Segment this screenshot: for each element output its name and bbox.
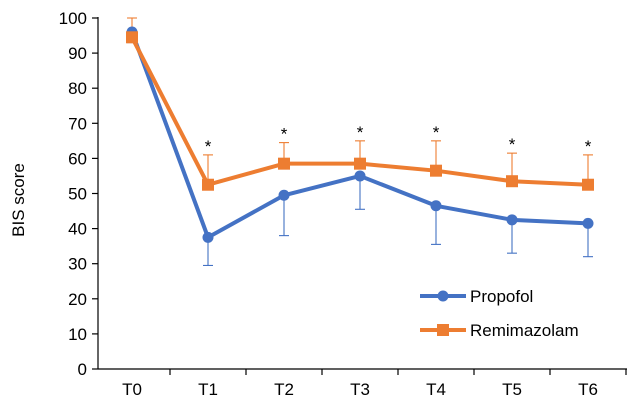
y-tick-label: 70 — [68, 114, 87, 133]
axes — [97, 17, 627, 370]
y-tick-label: 80 — [68, 79, 87, 98]
remimazolam-point — [430, 164, 442, 177]
legend: Propofol Remimazolam — [420, 287, 579, 340]
legend-remimazolam-marker — [437, 324, 449, 336]
remimazolam-point — [202, 178, 214, 191]
remimazolam-point — [506, 175, 518, 188]
y-tick-label: 10 — [68, 325, 87, 344]
significance-star: * — [585, 137, 592, 156]
y-tick-label: 20 — [68, 290, 87, 309]
error-bars — [127, 17, 593, 267]
remimazolam-point — [354, 157, 366, 170]
y-axis-ticks: 0 10 20 30 40 50 60 70 80 90 100 — [59, 9, 98, 379]
y-tick-label: 100 — [59, 9, 87, 28]
significance-star: * — [281, 125, 288, 144]
significance-star: * — [509, 135, 516, 154]
x-tick-label: T3 — [350, 380, 370, 399]
remimazolam-point — [126, 31, 138, 44]
remimazolam-point — [582, 178, 594, 191]
significance-markers: * * * * * * — [205, 123, 592, 156]
y-tick-label: 50 — [68, 185, 87, 204]
significance-star: * — [433, 123, 440, 142]
legend-propofol-marker — [437, 290, 449, 302]
significance-star: * — [205, 137, 212, 156]
series-markers — [126, 26, 594, 243]
x-tick-label: T2 — [274, 380, 294, 399]
x-axis-ticks: T0 T1 T2 T3 T4 T5 T6 — [122, 369, 627, 399]
x-tick-label: T0 — [122, 380, 142, 399]
propofol-point — [278, 189, 290, 201]
propofol-point — [354, 170, 366, 182]
propofol-point — [506, 214, 518, 226]
legend-propofol-label: Propofol — [470, 287, 533, 306]
x-tick-label: T5 — [502, 380, 522, 399]
significance-star: * — [357, 123, 364, 142]
x-tick-label: T6 — [578, 380, 598, 399]
y-tick-label: 30 — [68, 255, 87, 274]
remimazolam-point — [278, 157, 290, 170]
propofol-point — [582, 217, 594, 229]
x-tick-label: T4 — [426, 380, 446, 399]
x-tick-label: T1 — [198, 380, 218, 399]
propofol-point — [202, 231, 214, 243]
y-tick-label: 60 — [68, 149, 87, 168]
propofol-point — [430, 200, 442, 212]
y-tick-label: 90 — [68, 44, 87, 63]
legend-remimazolam-label: Remimazolam — [470, 321, 579, 340]
y-tick-label: 40 — [68, 220, 87, 239]
y-tick-label: 0 — [78, 360, 87, 379]
y-axis-title: BIS score — [9, 163, 28, 237]
